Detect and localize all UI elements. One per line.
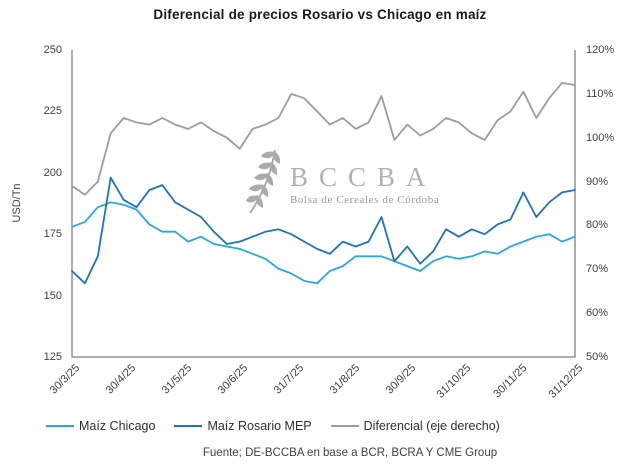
series-line-ma-z-chicago: [71, 201, 576, 285]
legend: Maíz Chicago Maíz Rosario MEP Diferencia…: [46, 419, 500, 433]
right-tick-label: 80%: [586, 219, 609, 232]
left-tick-label: 250: [43, 44, 62, 56]
axis-frame: [71, 50, 576, 358]
legend-label: Maíz Rosario MEP: [207, 419, 312, 433]
left-tick-label: 225: [43, 105, 62, 118]
left-tick-label: 125: [43, 351, 62, 363]
left-tick-label: 200: [43, 166, 62, 179]
line-swatch-icon: [330, 424, 359, 428]
legend-label: Diferencial (eje derecho): [363, 419, 500, 433]
right-tick-label: 50%: [586, 351, 609, 363]
series-line-diferencial-eje-derecho-: [71, 82, 576, 196]
line-swatch-icon: [46, 424, 74, 428]
right-tick-label: 70%: [586, 263, 609, 276]
legend-item-diferencial: Diferencial (eje derecho): [330, 419, 500, 433]
right-tick-label: 110%: [586, 87, 614, 100]
source-note: Fuente; DE-BCCBA en base a BCR, BCRA Y C…: [202, 447, 498, 459]
legend-item-maiz-chicago: Maíz Chicago: [46, 419, 155, 433]
right-tick-label: 60%: [586, 307, 609, 320]
left-tick-label: 175: [43, 228, 62, 241]
left-tick-label: 150: [43, 289, 62, 302]
legend-item-maiz-rosario-mep: Maíz Rosario MEP: [174, 419, 312, 433]
chart-title: Diferencial de precios Rosario vs Chicag…: [153, 7, 487, 22]
legend-label: Maíz Chicago: [79, 419, 156, 433]
right-tick-label: 120%: [586, 44, 615, 56]
right-tick-label: 90%: [586, 175, 609, 188]
series-line-ma-z-rosario-mep: [71, 176, 576, 285]
right-tick-label: 100%: [586, 131, 615, 144]
line-swatch-icon: [174, 424, 203, 428]
